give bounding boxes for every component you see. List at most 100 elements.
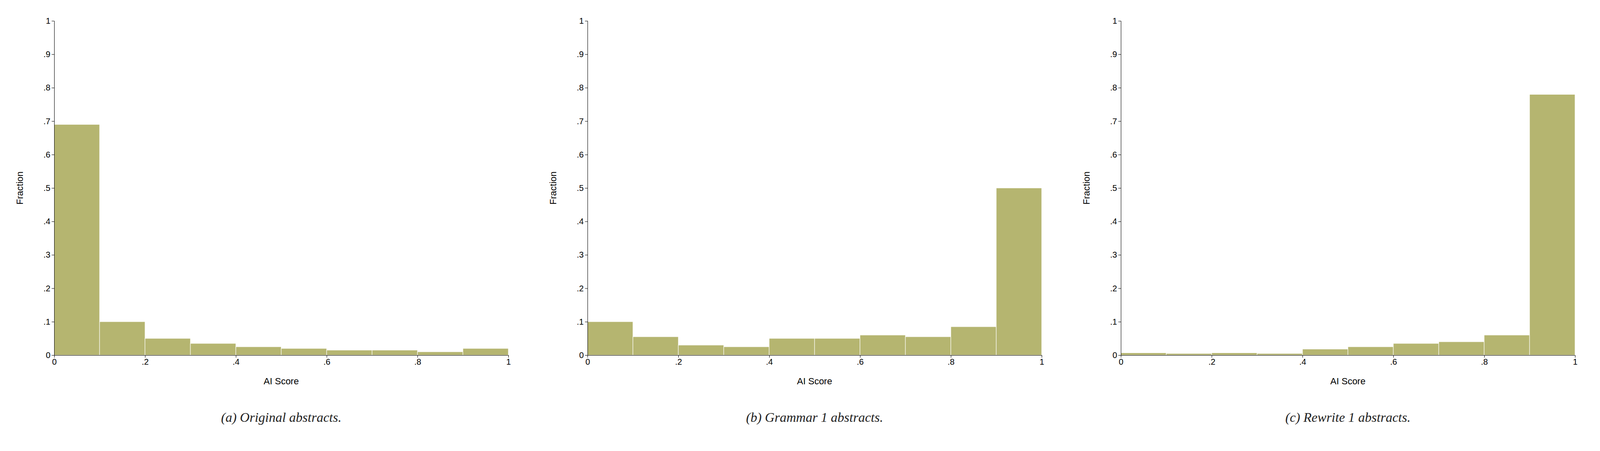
- bar: [1438, 341, 1485, 355]
- bar: [1166, 353, 1212, 355]
- y-tick-mark: [1118, 321, 1121, 323]
- y-tick: .8: [43, 82, 55, 93]
- y-tick-label: .6: [576, 150, 584, 160]
- bar: [281, 348, 327, 355]
- y-tick-label: .4: [576, 216, 584, 226]
- caption: (a) Original abstracts.: [221, 409, 342, 425]
- x-tick-label: .2: [1208, 357, 1216, 367]
- bar: [1120, 352, 1167, 355]
- x-tick: .8: [947, 355, 955, 367]
- bar: [723, 346, 770, 355]
- y-axis: 0.1.2.3.4.5.6.7.8.91: [1110, 16, 1121, 360]
- y-tick: .9: [576, 49, 588, 59]
- y-tick-label: .8: [576, 82, 584, 93]
- y-tick: .8: [576, 82, 588, 93]
- x-tick-label: 0: [1118, 357, 1124, 367]
- y-tick-mark: [51, 221, 55, 222]
- y-tick-mark: [585, 187, 588, 189]
- x-axis-line: [587, 355, 1043, 358]
- y-tick-label: .8: [1110, 82, 1118, 93]
- y-tick-label: .3: [576, 250, 584, 260]
- bar: [1484, 335, 1530, 355]
- y-axis: 0.1.2.3.4.5.6.7.8.91: [43, 16, 55, 360]
- y-tick: .3: [576, 250, 588, 260]
- x-tick: .2: [141, 355, 149, 367]
- y-tick-label: .9: [43, 49, 51, 59]
- x-tick-label: .4: [765, 357, 773, 367]
- bar: [326, 350, 373, 355]
- x-tick: .4: [765, 355, 773, 367]
- x-axis-title: AI Score: [263, 375, 299, 387]
- bar: [1211, 352, 1258, 355]
- y-tick: .9: [43, 49, 55, 59]
- x-tick-label: 1: [1572, 357, 1578, 367]
- x-tick-label: .6: [856, 357, 864, 367]
- y-tick: .5: [576, 183, 588, 193]
- y-tick-mark: [585, 321, 588, 323]
- x-tick: .2: [675, 355, 683, 367]
- y-tick-mark: [1118, 54, 1121, 55]
- bar: [1257, 353, 1303, 355]
- y-tick: 0: [579, 350, 588, 360]
- bar: [372, 350, 418, 355]
- x-axis-title: AI Score: [1330, 375, 1366, 387]
- y-tick-mark: [1118, 87, 1121, 88]
- bar: [860, 335, 906, 355]
- y-tick: .5: [43, 183, 55, 193]
- panel: 0.2.4.6.810.1.2.3.4.5.6.7.8.91AI ScoreFr…: [547, 16, 1045, 425]
- x-tick: .6: [856, 355, 864, 367]
- y-tick-mark: [1118, 288, 1121, 289]
- y-axis-title: Fraction: [14, 171, 25, 205]
- panel: 0.2.4.6.810.1.2.3.4.5.6.7.8.91AI ScoreFr…: [1081, 16, 1578, 425]
- y-tick-label: 0: [579, 350, 584, 360]
- y-tick-mark: [51, 121, 55, 122]
- y-tick-label: .7: [576, 116, 584, 126]
- y-tick-mark: [585, 121, 588, 122]
- y-tick-mark: [51, 54, 55, 55]
- y-tick-label: .1: [576, 317, 584, 327]
- y-tick-label: .8: [43, 82, 51, 93]
- x-tick: .8: [1480, 355, 1488, 367]
- y-tick: .6: [43, 150, 55, 160]
- x-tick: .6: [1390, 355, 1398, 367]
- x-tick-label: 1: [1039, 357, 1045, 367]
- y-tick-mark: [51, 254, 55, 255]
- y-tick: 0: [1112, 350, 1121, 360]
- x-tick: 0: [585, 355, 590, 367]
- y-tick-label: .2: [576, 283, 584, 293]
- y-tick: .3: [43, 250, 55, 260]
- x-tick: 1: [1039, 355, 1045, 367]
- x-tick-label: .4: [1299, 357, 1307, 367]
- y-tick-mark: [51, 187, 55, 189]
- x-axis: 0 .2 .4 .6 .8 1: [585, 355, 1045, 367]
- bar: [1393, 343, 1439, 355]
- y-tick-label: .9: [576, 49, 584, 59]
- bar: [632, 336, 679, 355]
- y-tick: 0: [45, 350, 55, 360]
- y-tick-label: .5: [43, 183, 51, 193]
- bar: [950, 326, 997, 355]
- x-axis-line: [1121, 355, 1576, 358]
- bar: [235, 346, 282, 355]
- y-tick-label: .3: [1110, 250, 1118, 260]
- x-axis: 0 .2 .4 .6 .8 1: [1118, 355, 1578, 367]
- y-tick-label: .7: [43, 116, 51, 126]
- y-tick-mark: [585, 288, 588, 289]
- y-tick: .6: [1110, 150, 1121, 160]
- y-tick-mark: [51, 20, 55, 22]
- y-tick-label: .4: [1110, 216, 1118, 226]
- bar: [462, 348, 509, 355]
- y-tick-label: .9: [1110, 49, 1118, 59]
- y-tick-mark: [585, 355, 588, 356]
- bar: [905, 336, 951, 355]
- y-tick-label: .6: [43, 150, 51, 160]
- y-tick-label: .4: [43, 216, 51, 226]
- x-tick-label: 0: [585, 357, 590, 367]
- y-tick-label: .7: [1110, 116, 1118, 126]
- x-tick-label: .2: [141, 357, 149, 367]
- y-tick: .9: [1110, 49, 1121, 59]
- y-tick-label: .5: [1110, 183, 1118, 193]
- bar: [1529, 94, 1575, 355]
- y-tick-mark: [585, 87, 588, 88]
- y-tick: 1: [45, 16, 55, 26]
